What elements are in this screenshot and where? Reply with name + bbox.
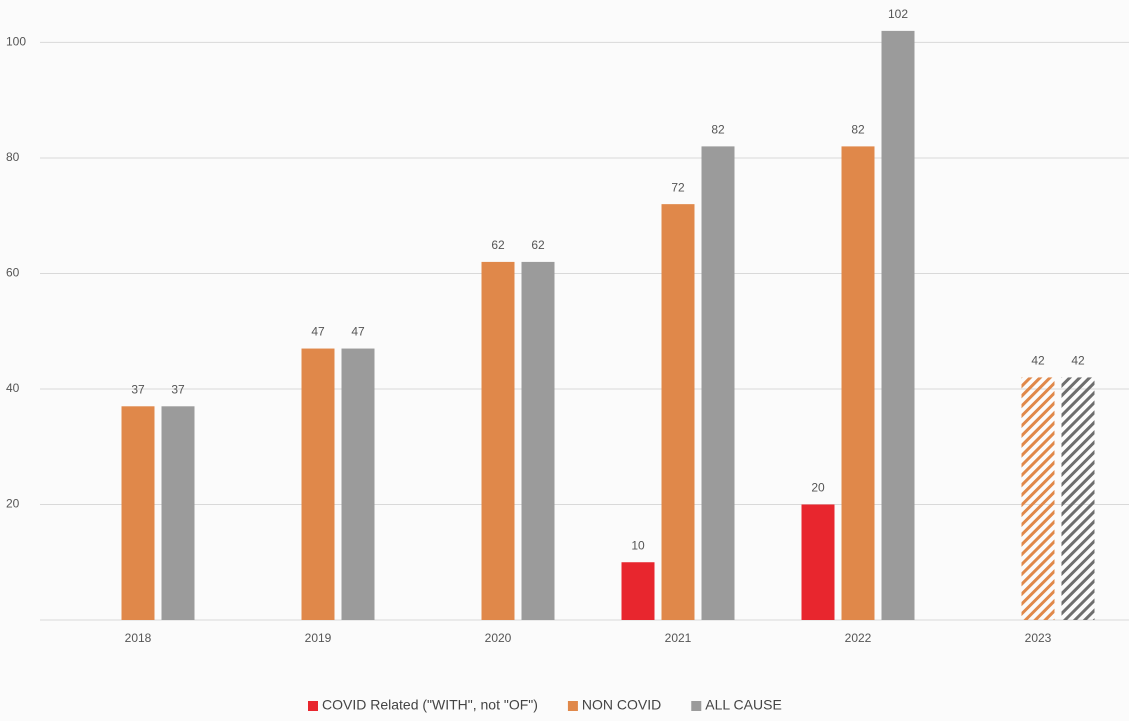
value-label: 20 <box>811 481 825 495</box>
x-tick-label: 2023 <box>1025 631 1052 645</box>
y-tick-label: 100 <box>6 35 26 49</box>
value-label: 42 <box>1071 354 1085 368</box>
legend-label: ALL CAUSE <box>705 697 782 713</box>
value-label: 47 <box>311 325 325 339</box>
legend-label: NON COVID <box>582 697 661 713</box>
bar <box>701 146 735 620</box>
bar <box>301 348 335 620</box>
bar <box>521 261 555 620</box>
y-tick-label: 20 <box>6 497 20 511</box>
bar <box>881 30 915 621</box>
value-label: 47 <box>351 325 365 339</box>
value-label: 37 <box>171 382 185 396</box>
bar <box>621 562 655 620</box>
legend-swatch <box>567 701 578 711</box>
bar <box>1061 377 1095 620</box>
bar <box>661 204 695 620</box>
bar <box>481 261 515 620</box>
bar <box>341 348 375 620</box>
x-tick-label: 2018 <box>125 631 152 645</box>
x-tick-label: 2020 <box>485 631 512 645</box>
value-label: 72 <box>671 180 685 194</box>
value-label: 37 <box>131 382 145 396</box>
legend-swatch <box>691 701 702 711</box>
value-label: 62 <box>531 238 545 252</box>
y-tick-label: 40 <box>6 381 20 395</box>
x-tick-label: 2019 <box>305 631 332 645</box>
y-tick-label: 80 <box>6 150 20 164</box>
legend-label: COVID Related ("WITH", not "OF") <box>322 697 538 713</box>
value-label: 10 <box>631 538 645 552</box>
bar <box>1021 377 1055 620</box>
x-tick-label: 2022 <box>845 631 872 645</box>
bar <box>801 504 835 620</box>
legend-swatch <box>308 701 318 711</box>
y-tick-label: 60 <box>6 266 20 280</box>
value-label: 62 <box>491 238 505 252</box>
value-label: 82 <box>711 123 725 137</box>
x-tick-label: 2021 <box>665 631 692 645</box>
bar <box>121 406 155 620</box>
value-label: 102 <box>888 7 908 21</box>
value-label: 82 <box>851 123 865 137</box>
bar <box>161 406 195 620</box>
bar <box>841 146 875 620</box>
value-label: 42 <box>1031 354 1045 368</box>
